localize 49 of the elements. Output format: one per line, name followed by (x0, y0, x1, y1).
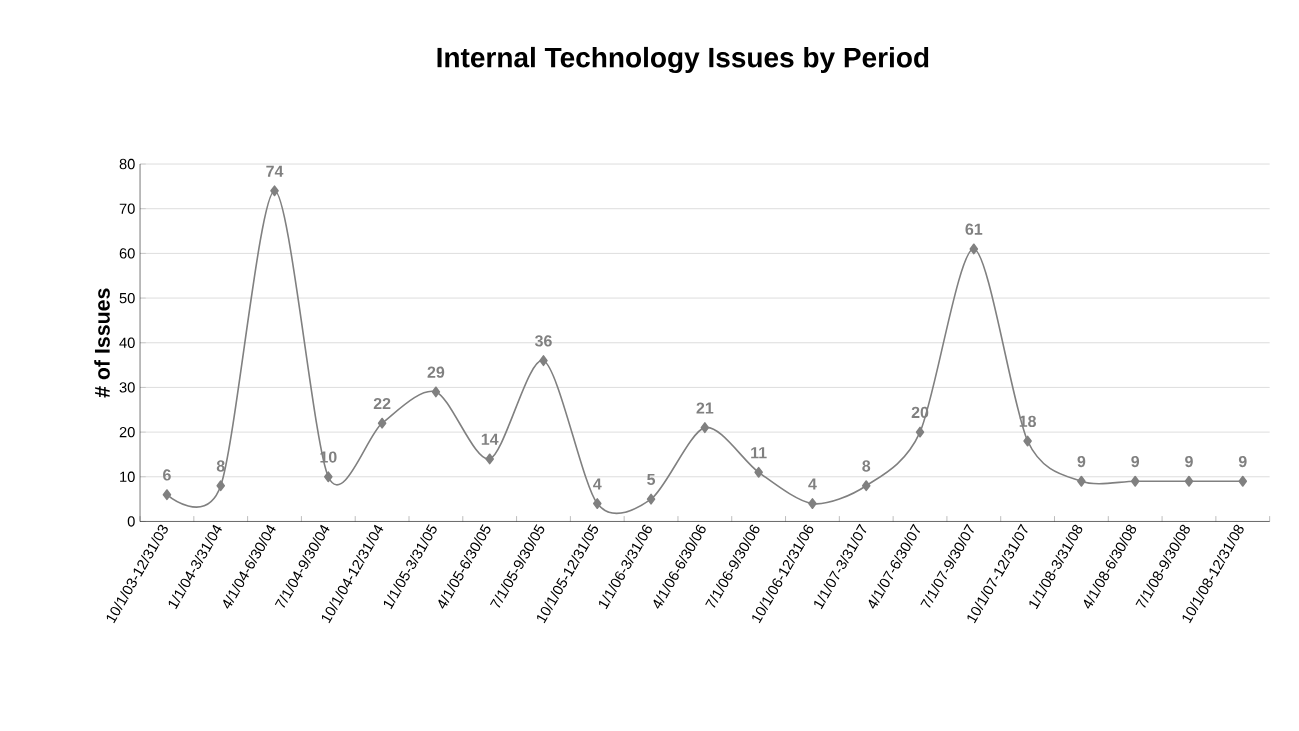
point (754, 466, 763, 478)
point (539, 355, 548, 367)
point (270, 185, 279, 197)
point (700, 422, 710, 434)
point (592, 498, 602, 510)
point (162, 489, 172, 501)
point (969, 243, 979, 255)
data-label: 4 (808, 478, 817, 490)
point (1077, 475, 1086, 487)
point (915, 426, 925, 438)
point (485, 453, 494, 465)
point (216, 480, 226, 492)
y-tick-label: 10 (120, 471, 135, 483)
y-axis-title: # of Issues (94, 288, 110, 398)
chart-title: Internal Technology Issues by Period (437, 46, 929, 74)
point (431, 386, 441, 398)
point (861, 480, 871, 492)
data-label: 11 (751, 447, 767, 459)
data-label: 22 (373, 398, 391, 410)
y-tick-label: 30 (119, 382, 135, 393)
y-tick-label: 80 (119, 158, 135, 170)
y-tick-label: 20 (119, 427, 135, 438)
data-label: 74 (266, 165, 284, 177)
y-tick-label: 40 (119, 337, 135, 349)
data-label: 61 (965, 223, 983, 235)
point (1023, 435, 1032, 447)
data-label: 9 (1077, 455, 1086, 468)
data-label: 4 (593, 478, 602, 490)
data-label: 9 (1185, 455, 1193, 468)
y-tick-label: 60 (119, 248, 135, 259)
point (1130, 475, 1140, 487)
point (377, 417, 387, 429)
data-label: 8 (862, 460, 871, 472)
point (808, 498, 817, 510)
data-label: 9 (1131, 455, 1140, 468)
data-label: 29 (427, 366, 445, 378)
point (1184, 475, 1194, 487)
data-label: 9 (1238, 455, 1247, 468)
data-label: 36 (534, 335, 552, 347)
data-label: 21 (696, 402, 714, 414)
data-label: 5 (647, 473, 656, 486)
y-tick-label: 50 (119, 292, 135, 304)
point (646, 493, 656, 505)
data-label: 6 (163, 469, 171, 481)
point (324, 471, 333, 483)
y-tick-label: 70 (119, 203, 135, 214)
data-label: 14 (481, 433, 499, 445)
point (1238, 475, 1248, 487)
data-label: 8 (216, 460, 225, 472)
